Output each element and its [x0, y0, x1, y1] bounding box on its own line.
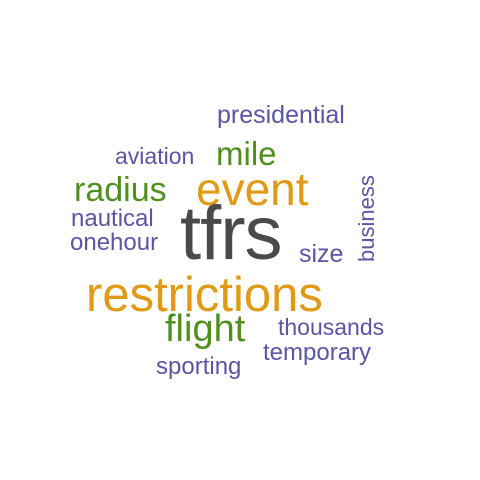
- word-thousands: thousands: [278, 314, 385, 340]
- word-size: size: [299, 240, 344, 268]
- word-mile: mile: [216, 135, 277, 172]
- word-restrictions: restrictions: [86, 268, 323, 322]
- word-presidential: presidential: [217, 101, 345, 129]
- word-aviation: aviation: [115, 143, 195, 169]
- word-temporary: temporary: [263, 339, 372, 366]
- word-event: event: [196, 163, 309, 215]
- word-onehour: onehour: [70, 229, 159, 256]
- word-radius: radius: [74, 171, 167, 209]
- word-flight: flight: [165, 308, 246, 350]
- word-nautical: nautical: [71, 205, 154, 232]
- word-sporting: sporting: [156, 353, 242, 380]
- word-tfrs: tfrs: [180, 191, 283, 276]
- word-business: business: [354, 175, 379, 262]
